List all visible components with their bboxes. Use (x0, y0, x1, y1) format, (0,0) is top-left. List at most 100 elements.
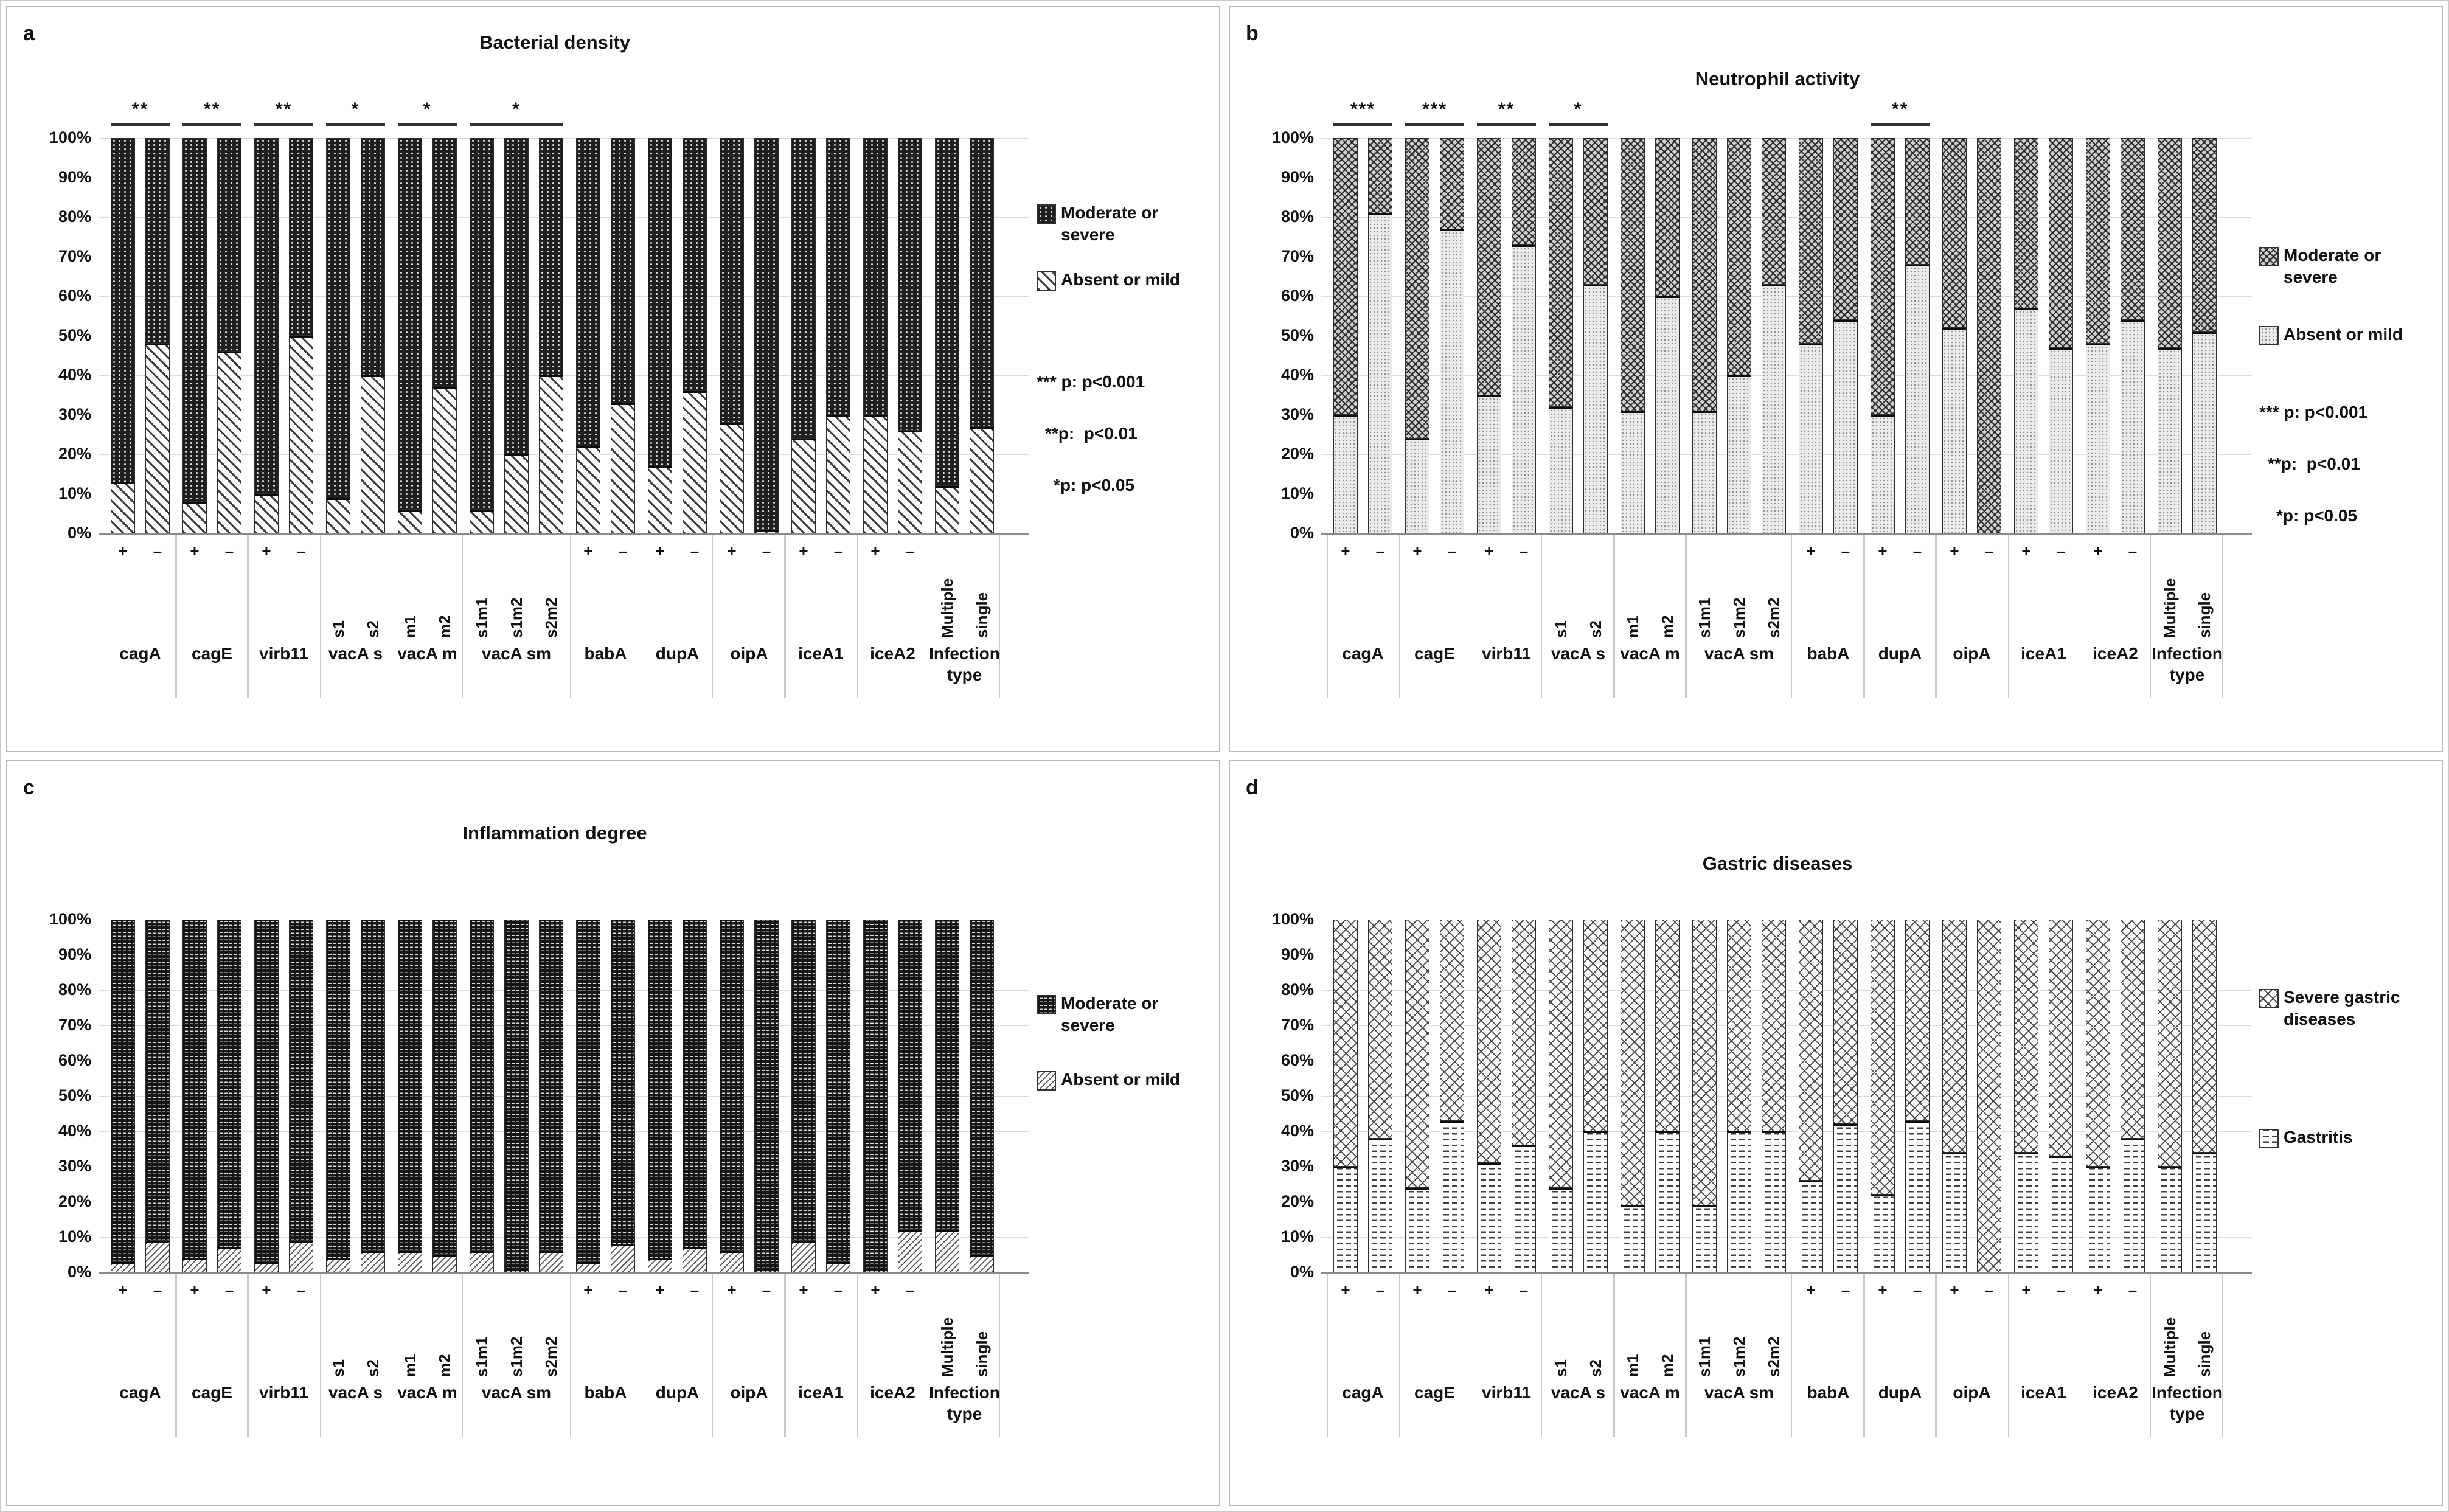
bar-cagA +-Severe gastric diseases (1333, 920, 1358, 1167)
y-tick-label: 20% (58, 1192, 91, 1210)
x-sub-label-virb11 +: + (1484, 1281, 1494, 1299)
x-sub-label-vacA m m2: m2 (1658, 1354, 1676, 1377)
x-sub-label-cagE +: + (190, 542, 200, 560)
bar-vacA sm s2m2-Absent or mild (539, 1251, 563, 1272)
bar-cagA --Absent or mild (145, 344, 170, 533)
gridline-40% (99, 1131, 1029, 1132)
group-cell-oipA (1936, 1274, 2007, 1437)
significance-line (111, 123, 170, 126)
bar-cagE --Absent or mild (1440, 229, 1464, 533)
bar-vacA sm s1m1-Moderate or severe (1692, 138, 1717, 411)
group-cell-vacA sm (464, 1274, 569, 1437)
y-tick-label: 40% (58, 1122, 91, 1140)
x-sub-label-vacA s s2: s2 (364, 1359, 382, 1377)
bar-babA +-Moderate or severe (1799, 138, 1823, 344)
group-label-oipA: oipA (1953, 644, 1991, 663)
group-cell-iceA1 (785, 535, 856, 698)
bar-virb11 --Moderate or severe (289, 138, 313, 336)
y-tick-label: 60% (58, 1051, 91, 1069)
gridline-80% (99, 990, 1029, 991)
bar-babA +-Absent or mild (576, 446, 600, 533)
bar-dupA --Absent or mild (683, 391, 707, 533)
x-sub-label-virb11 -: – (296, 1281, 306, 1299)
legend-swatch-diag-hatch-icon (1037, 271, 1056, 291)
bar-dupA +-Absent or mild (1871, 415, 1895, 533)
x-sub-label-oipA +: + (727, 542, 737, 560)
group-cell-vacA m (1614, 1274, 1686, 1437)
gridline-80% (99, 217, 1029, 218)
bar-cagA +-Absent or mild (111, 1261, 135, 1272)
x-sub-label-vacA sm s2m2: s2m2 (542, 1336, 560, 1378)
y-tick-label: 70% (1280, 247, 1314, 265)
bar-vacA sm s1m1-Moderate or severe (470, 920, 494, 1252)
bar-oipA +-Absent or mild (720, 423, 744, 533)
gridline-70% (1321, 1025, 2252, 1026)
bar-iceA1 +-Absent or mild (791, 1240, 816, 1272)
bar-single-Gastritis (2192, 1152, 2217, 1272)
gridline-0% (1321, 533, 2252, 535)
bar-cagA +-Absent or mild (111, 482, 135, 533)
bar-vacA m m1-Gastritis (1621, 1205, 1645, 1272)
bar-iceA1 +-Gastritis (2014, 1152, 2038, 1272)
bar-vacA m m2-Moderate or severe (432, 138, 457, 387)
bar-dupA +-Absent or mild (648, 466, 672, 533)
bar-oipA --Moderate or severe (754, 138, 779, 530)
bar-vacA sm s1m2-Moderate or severe (504, 920, 529, 1272)
bar-cagA --Moderate or severe (145, 920, 170, 1241)
bar-vacA sm s1m2-Severe gastric diseases (1727, 920, 1751, 1131)
y-tick-label: 100% (49, 910, 91, 928)
stats-note-2: *p: p<0.05 (2276, 506, 2358, 525)
bar-vacA s s2-Absent or mild (1583, 284, 1608, 533)
x-sub-label-cagA +: + (118, 542, 128, 560)
x-sub-label-oipA +: + (1950, 542, 1959, 560)
gridline-60% (99, 296, 1029, 297)
bar-iceA2 --Moderate or severe (898, 920, 922, 1230)
x-sub-label-vacA m m1: m1 (401, 615, 419, 638)
x-sub-label-single: single (2195, 592, 2214, 638)
y-tick-label: 70% (58, 1016, 91, 1034)
x-sub-label-iceA2 -: – (905, 542, 915, 560)
legend-label: Moderate or severe (2284, 246, 2381, 287)
significance-stars: ** (131, 99, 149, 119)
bar-vacA sm s2m2-Moderate or severe (539, 920, 563, 1252)
bar-dupA +-Absent or mild (648, 1258, 672, 1272)
y-tick-label: 100% (1271, 128, 1314, 147)
significance-stars: ** (1891, 99, 1909, 119)
bar-iceA2 --Moderate or severe (2121, 138, 2145, 320)
bar-vacA m m1-Absent or mild (398, 510, 422, 533)
bar-iceA2 +-Severe gastric diseases (2086, 920, 2110, 1167)
x-sub-label-dupA -: – (1912, 1281, 1922, 1299)
bar-single-Moderate or severe (2192, 138, 2217, 332)
x-sub-label-iceA1 -: – (833, 542, 843, 560)
bar-dupA --Absent or mild (1905, 265, 1930, 533)
group-cell-cagA (1327, 1274, 1398, 1437)
x-sub-label-dupA -: – (690, 1281, 700, 1299)
bar-virb11 +-Gastritis (1477, 1163, 1501, 1272)
bar-dupA --Gastritis (1905, 1120, 1930, 1272)
bar-iceA1 +-Moderate or severe (791, 920, 816, 1241)
x-sub-label-dupA +: + (1878, 542, 1888, 560)
group-cell-dupA (1864, 1274, 1936, 1437)
y-tick-label: 60% (1280, 1051, 1314, 1069)
significance-stars: *** (1350, 99, 1376, 119)
x-sub-label-cagA +: + (1341, 542, 1350, 560)
group-cell-iceA2 (2080, 1274, 2151, 1437)
group-label-babA: babA (1807, 644, 1850, 663)
y-tick-label: 90% (58, 168, 91, 186)
x-sub-label-vacA sm s2m2: s2m2 (1765, 597, 1783, 639)
x-sub-label-Multiple: Multiple (938, 1317, 956, 1377)
x-sub-label-vacA s s2: s2 (364, 620, 382, 638)
bar-Multiple-Absent or mild (935, 486, 959, 533)
y-tick-label: 0% (67, 524, 91, 542)
bar-cagE +-Absent or mild (182, 502, 207, 533)
x-sub-label-vacA s s2: s2 (1586, 1359, 1605, 1377)
chart-title: Inflammation degree (462, 822, 647, 844)
x-sub-label-vacA sm s2m2: s2m2 (542, 597, 560, 639)
x-sub-label-cagA -: – (153, 542, 162, 560)
x-sub-label-vacA sm s1m2: s1m2 (507, 1336, 526, 1378)
stats-note-2: *p: p<0.05 (1054, 476, 1135, 494)
legend-item-Absent or mild: Absent or mild (2259, 324, 2411, 345)
bar-vacA s s2-Absent or mild (361, 375, 385, 533)
legend-label: Gastritis (2284, 1128, 2353, 1146)
x-sub-label-vacA m m2: m2 (1658, 615, 1676, 638)
